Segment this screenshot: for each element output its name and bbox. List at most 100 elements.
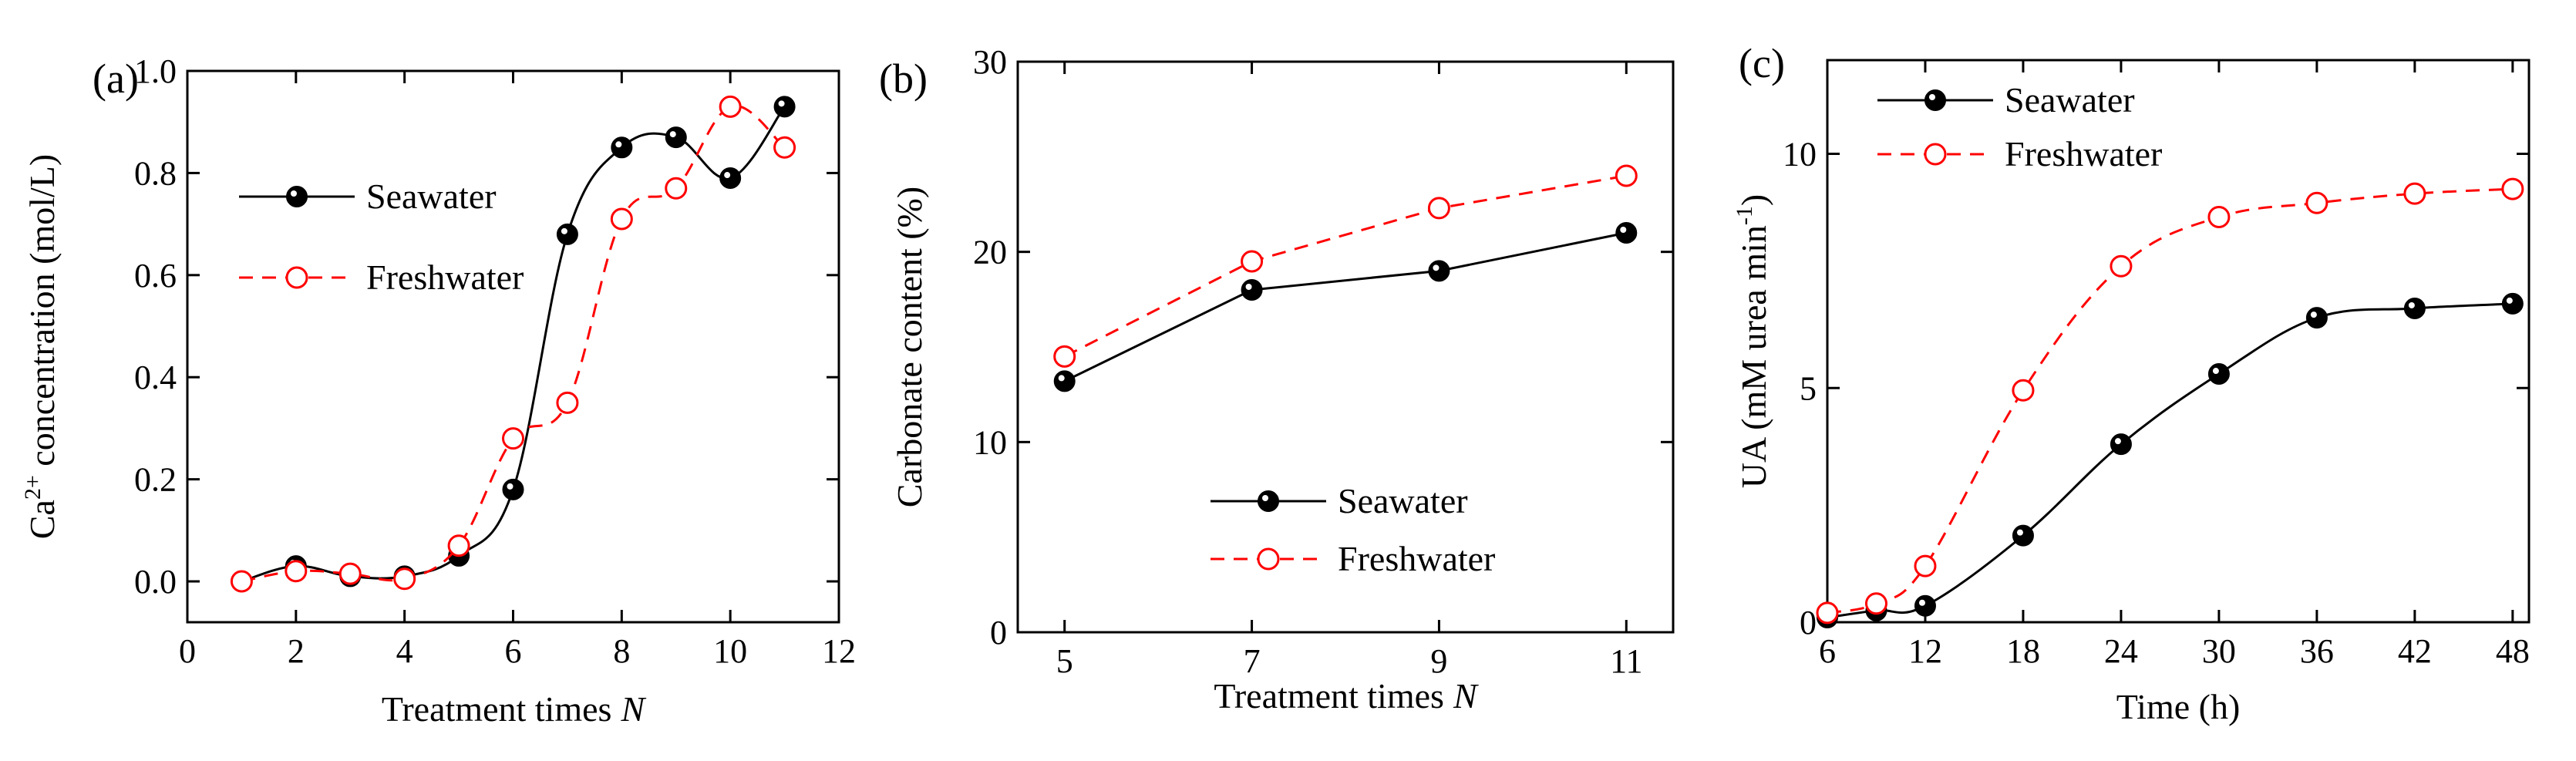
panel-a-freshwater-point <box>230 570 253 593</box>
panel-c-seawater-point-highlight <box>2506 297 2513 304</box>
panel-a-ytick-label: 0.2 <box>134 461 177 499</box>
panel-a-ylabel-sup: 2+ <box>20 475 45 500</box>
panel-a-xtick-label: 4 <box>396 632 413 670</box>
panel-a-legend: Seawater Freshwater <box>239 177 524 297</box>
panel-c-seawater-line <box>1827 302 2513 619</box>
panel-c-seawater-point-highlight <box>1918 599 1925 606</box>
panel-b-legend-label: Seawater <box>1338 481 1468 520</box>
panel-c-ytick-label: 0 <box>1800 604 1817 641</box>
panel-a-series-seawater <box>231 96 796 593</box>
panel-a-seawater-point <box>665 126 687 149</box>
panel-b-seawater-point <box>1615 222 1638 244</box>
panel-b-ytick-label: 30 <box>973 43 1007 81</box>
panel-a-freshwater-point <box>665 177 688 200</box>
panel-c-ylabel: UA (mM urea min-1) <box>1732 194 1773 488</box>
panel-c-xtick-label: 36 <box>2300 632 2334 670</box>
panel-b-xtick-label: 11 <box>1610 642 1642 680</box>
panel-c-freshwater-line <box>1827 187 2513 615</box>
panel-b-xlabel-text: Treatment times <box>1214 676 1444 716</box>
panel-a-ytick-label: 0.8 <box>134 154 177 192</box>
panel-a-seawater-point <box>611 136 633 159</box>
panel-b-seawater-point-highlight <box>1433 264 1440 271</box>
panel-a-seawater-point-highlight <box>669 131 676 138</box>
panel-c-seawater-point <box>2403 297 2426 319</box>
panel-b-ylabel-text: Carbonate content (%) <box>890 187 929 507</box>
panel-a-freshwater-point <box>447 534 470 557</box>
panel-b-freshwater-line <box>1064 174 1627 358</box>
panel-a-xtick-label: 8 <box>613 632 630 670</box>
panel-b-seawater-point <box>1241 279 1263 301</box>
panel-a-freshwater-line <box>241 104 786 583</box>
panel-b-label: (b) <box>879 56 928 102</box>
panel-b-seawater-point <box>1428 260 1450 282</box>
panel-b-freshwater-point <box>1241 250 1264 273</box>
panel-a-xtick-label: 6 <box>505 632 522 670</box>
panel-a-seawater-point <box>556 223 578 245</box>
panel-a-seawater-point-highlight <box>561 227 567 234</box>
panel-a-seawater-point <box>773 96 796 118</box>
panel-c-ylabel-suffix: ) <box>1734 194 1773 206</box>
panel-a-freshwater-point <box>285 560 308 583</box>
panel-a: 0 2 4 6 8 10 12 0.0 0.2 0.4 0.6 0.8 1.0(a) Treatment … <box>20 52 856 729</box>
panel-b-series-freshwater <box>1053 164 1638 368</box>
panel-c-ytick-label: 5 <box>1800 369 1817 407</box>
panel-c-freshwater-point <box>2012 379 2035 402</box>
panel-b-seawater-point-highlight <box>1245 284 1252 290</box>
panel-c-xtick-label: 24 <box>2104 632 2138 670</box>
panel-b-ytick-label: 20 <box>973 234 1007 271</box>
panel-c-seawater-point <box>2012 524 2034 547</box>
panel-b-legend-marker <box>1258 490 1279 512</box>
panel-a-series-freshwater <box>230 95 796 593</box>
panel-c-xtick-label: 6 <box>1819 632 1836 670</box>
panel-c-xtick-label: 18 <box>2006 632 2040 670</box>
panel-a-label: (a) <box>93 56 139 102</box>
panel-c-freshwater-point <box>1864 592 1887 615</box>
panel-b-legend-marker <box>1257 547 1280 571</box>
panel-a-xlabel: Treatment times N <box>382 689 647 729</box>
panel-c-seawater-point <box>2305 307 2328 329</box>
panel-a-legend-marker <box>286 186 308 207</box>
panel-b-seawater-point <box>1053 370 1076 392</box>
panel-b-seawater-point-highlight <box>1058 375 1065 382</box>
panel-b-seawater-point-highlight <box>1620 227 1627 233</box>
panel-b: 5 7 9 11 0 10 20 30 (b) Treatment times N Carbonate… <box>879 43 1675 716</box>
panel-c-xtick-label: 48 <box>2496 632 2530 670</box>
panel-b-freshwater-point <box>1615 164 1638 187</box>
panel-a-xlabel-text: Treatment times <box>382 689 612 729</box>
panel-a-ylabel-prefix: Ca <box>22 500 62 539</box>
panel-c-freshwater-point <box>2403 182 2426 205</box>
panel-c-freshwater-point <box>1914 554 1937 577</box>
panel-c-ylabel-sup: -1 <box>1732 206 1757 225</box>
panel-a-freshwater-point <box>719 95 742 118</box>
panel-c-legend-label: Seawater <box>2005 80 2135 120</box>
panel-a-xtick-label: 0 <box>179 632 196 670</box>
panel-b-xlabel-var: N <box>1453 676 1479 716</box>
panel-c-seawater-point <box>2110 433 2132 456</box>
panel-c-label: (c) <box>1739 40 1785 86</box>
panel-a-legend-label: Seawater <box>366 177 497 216</box>
panel-a-plot-frame <box>186 69 840 624</box>
panel-a-freshwater-point <box>393 567 416 591</box>
panel-c-seawater-point-highlight <box>2114 438 2121 445</box>
panel-b-freshwater-point <box>1427 197 1450 220</box>
panel-b-legend: Seawater Freshwater <box>1211 481 1495 578</box>
panel-a-seawater-line <box>241 106 786 583</box>
panel-b-ytick-label: 0 <box>990 614 1007 652</box>
panel-a-freshwater-point <box>610 207 633 231</box>
panel-a-ytick-label: 0.6 <box>134 257 177 295</box>
panel-a-freshwater-point <box>556 391 579 414</box>
panel-b-series-seawater <box>1053 222 1638 392</box>
panel-a-ylabel: Ca2+ concentration (mol/L) <box>20 154 62 539</box>
panel-c-seawater-point-highlight <box>2408 301 2415 308</box>
panel-c-legend-marker <box>1924 143 1947 166</box>
panel-a-legend-label: Freshwater <box>366 258 524 297</box>
panel-a-seawater-point-highlight <box>507 483 514 490</box>
panel-c-ylabel-prefix: UA (mM urea min <box>1734 225 1773 488</box>
panel-c-legend-marker <box>1924 89 1946 111</box>
panel-a-seawater-point <box>719 167 742 190</box>
panel-a-ylabel-suffix: concentration (mol/L) <box>22 154 62 475</box>
panel-b-seawater-line <box>1064 231 1627 382</box>
panel-a-seawater-point <box>502 478 524 500</box>
panel-c-freshwater-point <box>1816 601 1839 625</box>
